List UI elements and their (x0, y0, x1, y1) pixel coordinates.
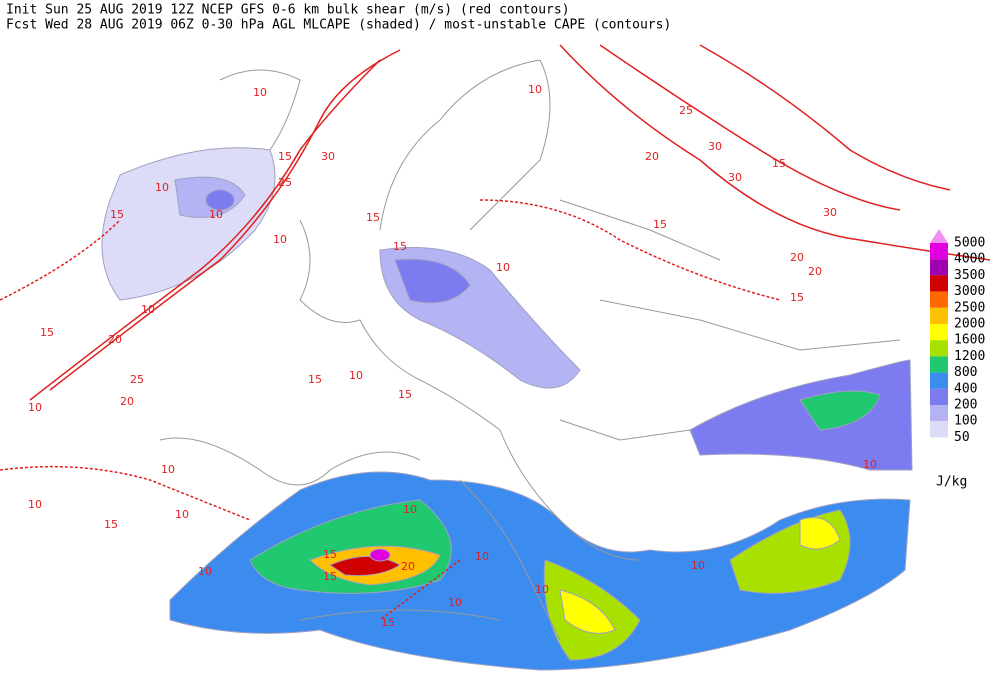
contour-label: 10 (141, 303, 155, 316)
contour-label: 10 (198, 565, 212, 578)
contour-label: 15 (393, 240, 407, 253)
legend-swatch (930, 291, 948, 308)
legend-label: 5000 (954, 236, 985, 251)
contour-label: 10 (691, 559, 705, 572)
coastlines (159, 59, 901, 641)
contour-label: 10 (273, 233, 287, 246)
contour-label: 15 (110, 208, 124, 221)
contour-label: 10 (475, 550, 489, 563)
contour-label: 20 (108, 333, 122, 346)
legend-label: 200 (954, 398, 977, 413)
legend-label: 50 (954, 430, 970, 445)
contour-label: 10 (155, 181, 169, 194)
contour-label: 20 (645, 150, 659, 163)
contour-label: 10 (448, 596, 462, 609)
contour-label: 15 (278, 150, 292, 163)
contour-label: 15 (104, 518, 118, 531)
contour-label: 30 (823, 206, 837, 219)
contour-label: 15 (323, 570, 337, 583)
contour-label: 25 (130, 373, 144, 386)
legend-swatch (930, 243, 948, 260)
legend-label: 100 (954, 414, 977, 429)
legend-swatch (930, 356, 948, 373)
contour-label: 15 (772, 157, 786, 170)
contour-label: 25 (679, 104, 693, 117)
contour-label: 20 (401, 560, 415, 573)
contour-label: 10 (496, 261, 510, 274)
contour-label: 20 (808, 265, 822, 278)
legend-swatch (930, 340, 948, 357)
legend-label: 1200 (954, 349, 985, 364)
legend-label: 3000 (954, 284, 985, 299)
legend-unit: J/kg (936, 475, 967, 490)
legend-top (930, 229, 948, 243)
contour-label: 10 (863, 458, 877, 471)
contour-label: 10 (209, 208, 223, 221)
legend-label: 3500 (954, 268, 985, 283)
legend-swatch (930, 324, 948, 341)
legend-swatch (930, 421, 948, 438)
legend-swatch (930, 372, 948, 389)
header-line2: Fcst Wed 28 AUG 2019 06Z 0-30 hPa AGL ML… (6, 18, 671, 33)
contour-label: 20 (790, 251, 804, 264)
contour-label: 10 (528, 83, 542, 96)
contour-label: 15 (308, 373, 322, 386)
contour-label: 15 (366, 211, 380, 224)
contour-label: 15 (790, 291, 804, 304)
legend-label: 4000 (954, 252, 985, 267)
contour-label: 30 (321, 150, 335, 163)
contour-label: 10 (403, 503, 417, 516)
contour-label: 15 (40, 326, 54, 339)
contour-label: 30 (708, 140, 722, 153)
cape-shading (101, 147, 913, 671)
legend-label: 1600 (954, 333, 985, 348)
contour-label: 10 (349, 369, 363, 382)
header-line1: Init Sun 25 AUG 2019 12Z NCEP GFS 0-6 km… (6, 3, 570, 18)
contour-label: 15 (398, 388, 412, 401)
contour-label: 10 (28, 498, 42, 511)
contour-label: 20 (120, 395, 134, 408)
contour-label: 10 (175, 508, 189, 521)
legend-swatch (930, 405, 948, 422)
contour-label: 15 (381, 616, 395, 629)
contour-label: 30 (728, 171, 742, 184)
contour-label: 10 (535, 583, 549, 596)
legend-label: 400 (954, 381, 977, 396)
contour-label: 15 (323, 548, 337, 561)
legend-swatch (930, 307, 948, 324)
contour-label: 10 (161, 463, 175, 476)
shear-contours (0, 44, 991, 621)
legend-label: 2000 (954, 317, 985, 332)
contour-label: 10 (28, 401, 42, 414)
contour-label: 25 (278, 176, 292, 189)
contour-label: 10 (253, 86, 267, 99)
legend-swatch (930, 259, 948, 276)
legend-label: 800 (954, 365, 977, 380)
legend-label: 2500 (954, 300, 985, 315)
contour-label: 15 (653, 218, 667, 231)
legend-swatch (930, 388, 948, 405)
legend-swatch (930, 275, 948, 292)
